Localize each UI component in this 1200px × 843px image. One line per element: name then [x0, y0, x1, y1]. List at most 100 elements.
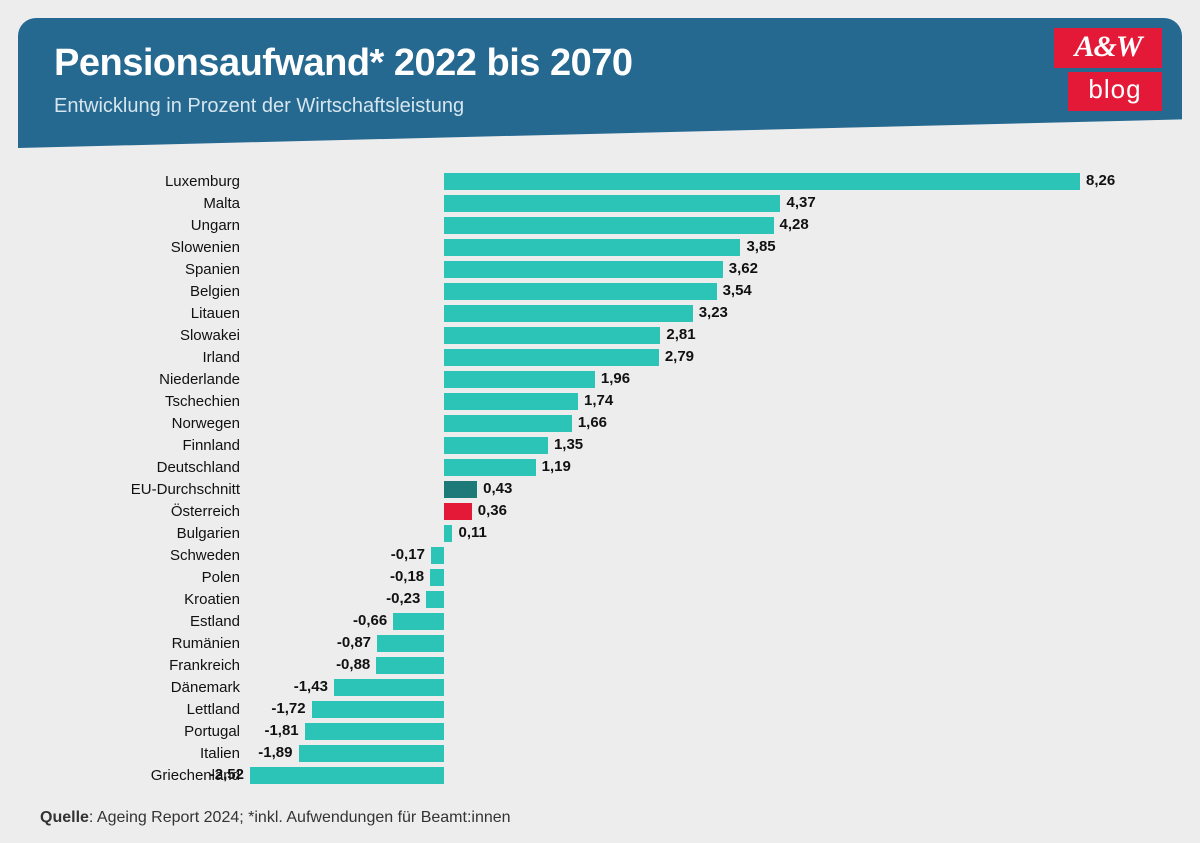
logo-top-text: A&W: [1054, 28, 1162, 68]
chart-source: Quelle: Ageing Report 2024; *inkl. Aufwe…: [40, 809, 511, 827]
bar: [430, 569, 444, 586]
bar: [444, 481, 477, 498]
chart-row: Norwegen1,66: [60, 412, 1140, 434]
bar: [444, 459, 536, 476]
bar-value: 4,28: [780, 216, 809, 233]
row-label: Kroatien: [60, 591, 250, 608]
row-label: Luxemburg: [60, 173, 250, 190]
bar-value: 1,74: [584, 392, 613, 409]
chart-row: Estland -0,66: [60, 610, 1140, 632]
chart-row: Dänemark -1,43: [60, 676, 1140, 698]
bar-chart: Luxemburg8,26Malta4,37Ungarn4,28Slowenie…: [60, 170, 1140, 793]
bar-value: -0,17: [391, 546, 425, 563]
bar: [444, 239, 740, 256]
row-label: Malta: [60, 195, 250, 212]
bar: [334, 679, 444, 696]
bar-area: -1,81: [250, 720, 1140, 742]
bar-area: 2,81: [250, 324, 1140, 346]
bar-area: 2,79: [250, 346, 1140, 368]
chart-row: Österreich 0,36: [60, 500, 1140, 522]
bar-value: 0,36: [478, 502, 507, 519]
bar: [250, 767, 444, 784]
bar-area: 3,62: [250, 258, 1140, 280]
bar-value: -1,81: [264, 722, 298, 739]
bar-area: 3,54: [250, 280, 1140, 302]
chart-header: Pensionsaufwand* 2022 bis 2070 Entwicklu…: [18, 18, 1182, 148]
bar: [444, 327, 660, 344]
bar-value: -0,18: [390, 568, 424, 585]
row-label: Ungarn: [60, 217, 250, 234]
bar-value: 3,85: [746, 238, 775, 255]
bar: [312, 701, 444, 718]
bar: [431, 547, 444, 564]
bar-area: 4,37: [250, 192, 1140, 214]
chart-subtitle: Entwicklung in Prozent der Wirtschaftsle…: [54, 95, 1146, 118]
chart-row: Slowenien3,85: [60, 236, 1140, 258]
row-label: EU-Durchschnitt: [60, 481, 250, 498]
row-label: Belgien: [60, 283, 250, 300]
row-label: Österreich: [60, 503, 250, 520]
bar-area: 0,11: [250, 522, 1140, 544]
bar-area: 0,36: [250, 500, 1140, 522]
bar-value: 4,37: [786, 194, 815, 211]
chart-row: Litauen 3,23: [60, 302, 1140, 324]
row-label: Finnland: [60, 437, 250, 454]
bar: [444, 195, 780, 212]
bar-value: -1,43: [294, 678, 328, 695]
row-label: Italien: [60, 745, 250, 762]
bar: [376, 657, 444, 674]
bar-value: 3,23: [699, 304, 728, 321]
chart-row: EU-Durchschnitt 0,43: [60, 478, 1140, 500]
bar-value: 1,19: [542, 458, 571, 475]
row-label: Deutschland: [60, 459, 250, 476]
bar-area: -0,66: [250, 610, 1140, 632]
bar: [444, 525, 452, 542]
brand-logo: A&W blog: [1054, 28, 1162, 111]
bar-area: -2,52: [250, 764, 1140, 786]
row-label: Dänemark: [60, 679, 250, 696]
bar: [444, 393, 578, 410]
bar: [305, 723, 444, 740]
bar: [444, 217, 774, 234]
row-label: Polen: [60, 569, 250, 586]
chart-row: Italien-1,89: [60, 742, 1140, 764]
chart-row: Malta 4,37: [60, 192, 1140, 214]
chart-row: Belgien3,54: [60, 280, 1140, 302]
bar-value: 0,43: [483, 480, 512, 497]
chart-row: Portugal-1,81: [60, 720, 1140, 742]
row-label: Schweden: [60, 547, 250, 564]
bar-value: -2,52: [210, 766, 244, 783]
bar-area: 3,23: [250, 302, 1140, 324]
chart-row: Irland2,79: [60, 346, 1140, 368]
bar: [444, 415, 572, 432]
bar: [444, 173, 1080, 190]
row-label: Litauen: [60, 305, 250, 322]
chart-row: Finnland1,35: [60, 434, 1140, 456]
chart-row: Tschechien1,74: [60, 390, 1140, 412]
bar-value: 1,96: [601, 370, 630, 387]
source-label: Quelle: [40, 809, 89, 826]
bar-value: 0,11: [458, 524, 486, 541]
row-label: Estland: [60, 613, 250, 630]
bar-value: -0,66: [353, 612, 387, 629]
bar-area: -1,89: [250, 742, 1140, 764]
bar: [444, 283, 717, 300]
bar-area: -0,18: [250, 566, 1140, 588]
row-label: Niederlande: [60, 371, 250, 388]
source-text: : Ageing Report 2024; *inkl. Aufwendunge…: [89, 809, 511, 826]
bar-area: 1,66: [250, 412, 1140, 434]
chart-title: Pensionsaufwand* 2022 bis 2070: [54, 42, 1146, 85]
bar: [444, 349, 659, 366]
bar-value: 3,62: [729, 260, 758, 277]
bar-area: 1,19: [250, 456, 1140, 478]
bar-value: -0,23: [386, 590, 420, 607]
bar-area: -0,87: [250, 632, 1140, 654]
bar: [444, 437, 548, 454]
bar-area: -1,72: [250, 698, 1140, 720]
bar-area: -0,23: [250, 588, 1140, 610]
row-label: Lettland: [60, 701, 250, 718]
chart-row: Polen -0,18: [60, 566, 1140, 588]
bar: [444, 305, 693, 322]
bar-area: 1,74: [250, 390, 1140, 412]
bar: [299, 745, 445, 762]
